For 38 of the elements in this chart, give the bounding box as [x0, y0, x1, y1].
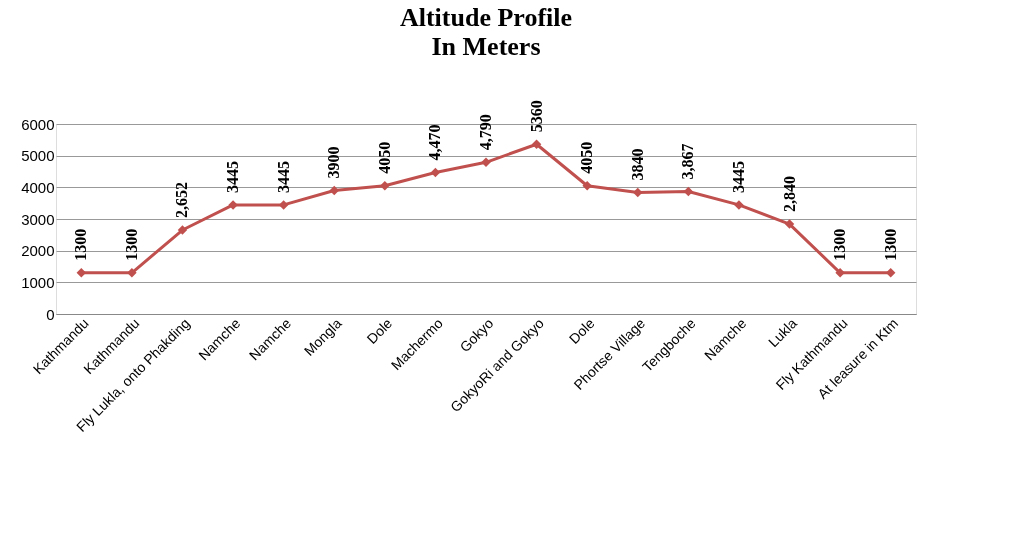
point — [127, 268, 137, 278]
data-label: 3445 — [274, 160, 292, 193]
data-label: 3,867 — [679, 143, 697, 180]
point — [582, 181, 592, 191]
y-tick-label: 3000 — [21, 210, 55, 228]
point — [481, 157, 491, 168]
data-label: 2,652 — [173, 182, 191, 219]
data-label: 3840 — [628, 148, 646, 181]
data-label: 1300 — [72, 228, 90, 261]
y-tick-label: 5000 — [21, 147, 55, 165]
y-tick-label: 1000 — [21, 273, 55, 291]
y-tick-label: 2000 — [21, 242, 55, 260]
point — [784, 219, 795, 229]
y-tick-label: 0 — [46, 305, 55, 323]
data-label: 2,840 — [780, 176, 798, 213]
data-label: 4,470 — [426, 124, 444, 161]
data-label: 4050 — [375, 141, 393, 174]
point — [835, 268, 845, 278]
data-label: 5360 — [527, 100, 545, 133]
point — [430, 167, 441, 178]
chart-subtitle: In Meters — [431, 32, 541, 62]
data-label: 3445 — [224, 160, 242, 193]
point — [683, 186, 694, 197]
point — [380, 181, 390, 191]
data-label: 1300 — [831, 228, 849, 261]
point — [329, 185, 339, 196]
data-label: 4050 — [578, 141, 596, 174]
data-label: 1300 — [122, 228, 140, 261]
chart-title: Altitude Profile — [399, 3, 573, 33]
data-label: 4,790 — [477, 114, 494, 151]
data-label: 3445 — [729, 160, 747, 193]
data-label: 3900 — [325, 146, 343, 179]
point — [633, 187, 643, 198]
point — [177, 225, 188, 235]
y-tick-label: 6000 — [21, 115, 55, 133]
y-tick-label: 4000 — [21, 178, 55, 196]
data-label: 1300 — [881, 228, 899, 261]
point — [531, 139, 542, 150]
